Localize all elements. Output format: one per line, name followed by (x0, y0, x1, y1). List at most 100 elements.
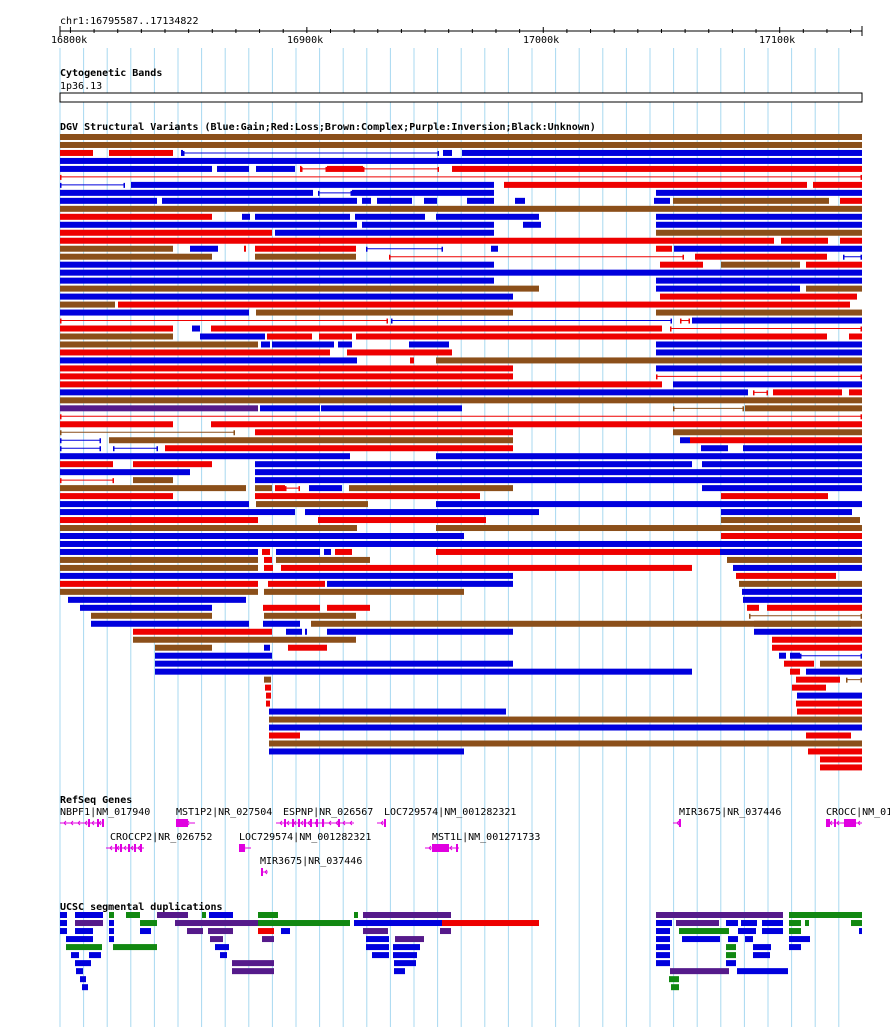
dgv-variant (60, 405, 258, 412)
dgv-variant-end (680, 318, 682, 324)
dgv-variant (244, 245, 246, 252)
dgv-variant (260, 405, 320, 412)
dgv-variant (255, 213, 350, 220)
dgv-variant (60, 564, 258, 571)
gene-label-nbpf1[interactable]: NBPF1|NM_017940 (60, 807, 151, 818)
segdup-feature (682, 936, 720, 943)
dgv-variant (779, 652, 786, 659)
dgv-variant (269, 724, 862, 731)
segdup-feature (726, 960, 736, 967)
dgv-variant (60, 301, 115, 308)
segdup-feature (789, 912, 862, 918)
dgv-variant (656, 341, 862, 348)
dgv-variant (60, 421, 173, 428)
dgv-variant-end (670, 326, 672, 332)
gene-exon (176, 819, 188, 827)
dgv-variant-end (860, 653, 862, 659)
segdup-feature (89, 952, 101, 959)
segdup-feature (671, 984, 679, 991)
segdup-feature (393, 944, 420, 951)
dgv-track-title[interactable]: DGV Structural Variants (Blue:Gain;Red:L… (60, 122, 596, 133)
dgv-variant (255, 461, 692, 468)
gene-label-mir3675-a[interactable]: MIR3675|NR_037446 (679, 807, 782, 818)
gene-label-loc729574-b[interactable]: LOC729574|NM_001282321 (239, 832, 372, 843)
dgv-variant (60, 134, 862, 140)
dgv-variant (781, 237, 828, 244)
dgv-variant-end (749, 613, 751, 619)
segdup-feature (66, 936, 93, 943)
dgv-variant (155, 652, 272, 659)
dgv-variant (264, 588, 464, 595)
dgv-variant-end (742, 406, 744, 412)
dgv-variant (165, 445, 513, 452)
gene-label-mst1l[interactable]: MST1L|NM_001271733 (432, 832, 541, 843)
dgv-variant (60, 221, 357, 228)
dgv-variant (747, 604, 759, 611)
dgv-variant (796, 676, 840, 683)
dgv-variant (721, 533, 862, 539)
dgv-variant-end (156, 446, 158, 452)
dgv-variant (264, 556, 272, 563)
dgv-variant (211, 421, 862, 428)
dgv-variant (255, 245, 356, 252)
dgv-variant-end (123, 182, 125, 188)
dgv-variant (263, 620, 300, 627)
dgv-variant-end (233, 430, 235, 436)
segdups-track-title[interactable]: UCSC segmental duplications (60, 902, 223, 913)
segdup-feature (210, 936, 223, 943)
dgv-variant (264, 644, 270, 651)
segdup-feature (208, 928, 233, 935)
dgv-variant (743, 445, 862, 452)
dgv-variant (327, 165, 363, 172)
segdup-feature (656, 952, 670, 959)
gene-exon (261, 868, 263, 876)
dgv-variant (269, 716, 862, 723)
segdup-feature (656, 920, 672, 927)
dgv-variant (255, 477, 862, 484)
cytobands-track-title[interactable]: Cytogenetic Bands (60, 68, 163, 79)
segdup-feature (726, 952, 736, 959)
gene-label-crocc[interactable]: CROCC|NM_01 (826, 807, 890, 818)
dgv-variant-end (350, 190, 352, 196)
segdup-feature (258, 912, 278, 918)
gene-strand-arrow (84, 820, 88, 826)
gene-exon (844, 819, 856, 827)
gene-label-mir3675-b[interactable]: MIR3675|NR_037446 (260, 856, 363, 867)
refseq-track-title[interactable]: RefSeq Genes (60, 795, 133, 806)
dgv-variant (424, 197, 437, 204)
gene-exon (140, 844, 142, 852)
dgv-variant (745, 405, 862, 412)
dgv-variant (261, 341, 270, 348)
gene-exon (432, 844, 449, 852)
dgv-variant (133, 628, 272, 635)
dgv-variant (109, 437, 513, 444)
gene-exon (316, 819, 318, 827)
dgv-variant-end (860, 326, 862, 332)
dgv-variant-end (60, 478, 62, 484)
dgv-variant (60, 285, 539, 292)
dgv-variant (68, 596, 246, 603)
dgv-variant (820, 756, 862, 763)
dgv-variant (452, 165, 862, 172)
gene-label-mst1p2[interactable]: MST1P2|NR_027504 (176, 807, 273, 818)
segdup-feature (109, 928, 114, 935)
gene-exon (97, 819, 99, 827)
gene-label-espnp[interactable]: ESPNP|NR_026567 (283, 807, 374, 818)
gene-label-croccp2[interactable]: CROCCP2|NR_026752 (110, 832, 213, 843)
dgv-variant (849, 389, 862, 396)
dgv-variant (305, 509, 539, 516)
gene-strand-arrow (130, 845, 134, 851)
gene-label-loc729574-a[interactable]: LOC729574|NM_001282321 (384, 807, 517, 818)
dgv-variant (162, 197, 357, 204)
dgv-variant (467, 197, 494, 204)
dgv-variant (523, 221, 541, 228)
dgv-variant (60, 293, 513, 300)
dgv-variant (155, 644, 212, 651)
segdup-feature (372, 952, 389, 959)
gene-strand-arrow (380, 820, 384, 826)
dgv-variant (269, 708, 506, 715)
gene-strand-arrow (63, 820, 67, 826)
dgv-variant (60, 253, 212, 260)
segdup-feature (75, 960, 91, 967)
